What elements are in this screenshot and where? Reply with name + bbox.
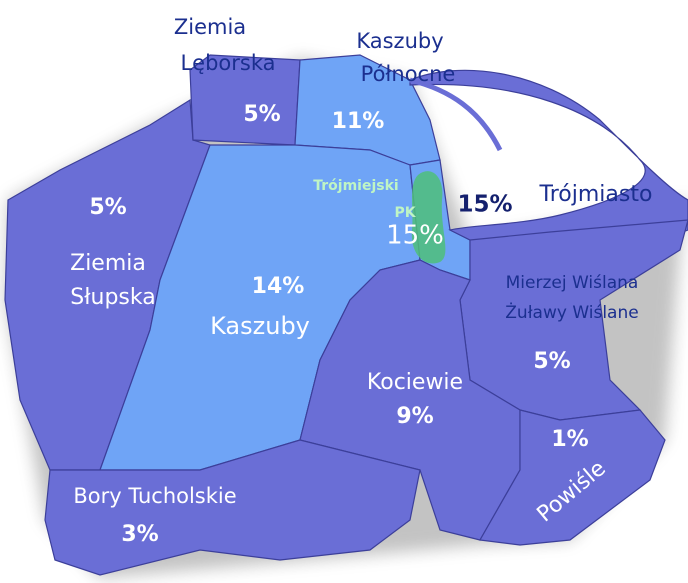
region-share: 11%: [332, 109, 385, 134]
region-name: Mierzej Wiślana: [506, 273, 639, 293]
region-name: Bory Tucholskie: [73, 484, 236, 508]
region-name: Kaszuby: [356, 29, 443, 53]
region-name: PK: [394, 205, 416, 221]
region-kociewie: [299, 259, 521, 541]
region-share: 9%: [396, 404, 433, 429]
region-share: 5%: [533, 349, 570, 374]
region-share: 5%: [243, 102, 280, 127]
region-name: Ziemia: [70, 251, 146, 276]
region-share: 1%: [551, 427, 588, 452]
region-name: Żuławy Wiślane: [505, 302, 638, 323]
park-area: [411, 171, 446, 264]
region-bory-tucholskie: [44, 439, 421, 576]
region-share: 3%: [121, 522, 158, 547]
region-name: Kaszuby: [210, 312, 310, 340]
region-share: 15%: [386, 221, 444, 251]
region-name: Kociewie: [367, 370, 463, 395]
region-share: 5%: [89, 195, 126, 220]
hel-peninsula: [409, 77, 503, 152]
region-powisle: [479, 409, 666, 546]
region-share: 14%: [252, 274, 305, 299]
region-share: 15%: [457, 192, 512, 218]
region-name: Ziemia: [174, 15, 246, 39]
region-name: Trójmiejski: [313, 178, 398, 194]
region-name: Lęborska: [180, 51, 275, 75]
region-name: Słupska: [70, 285, 155, 310]
region-name: Północne: [361, 62, 456, 86]
region-name: Trójmiasto: [539, 182, 653, 207]
